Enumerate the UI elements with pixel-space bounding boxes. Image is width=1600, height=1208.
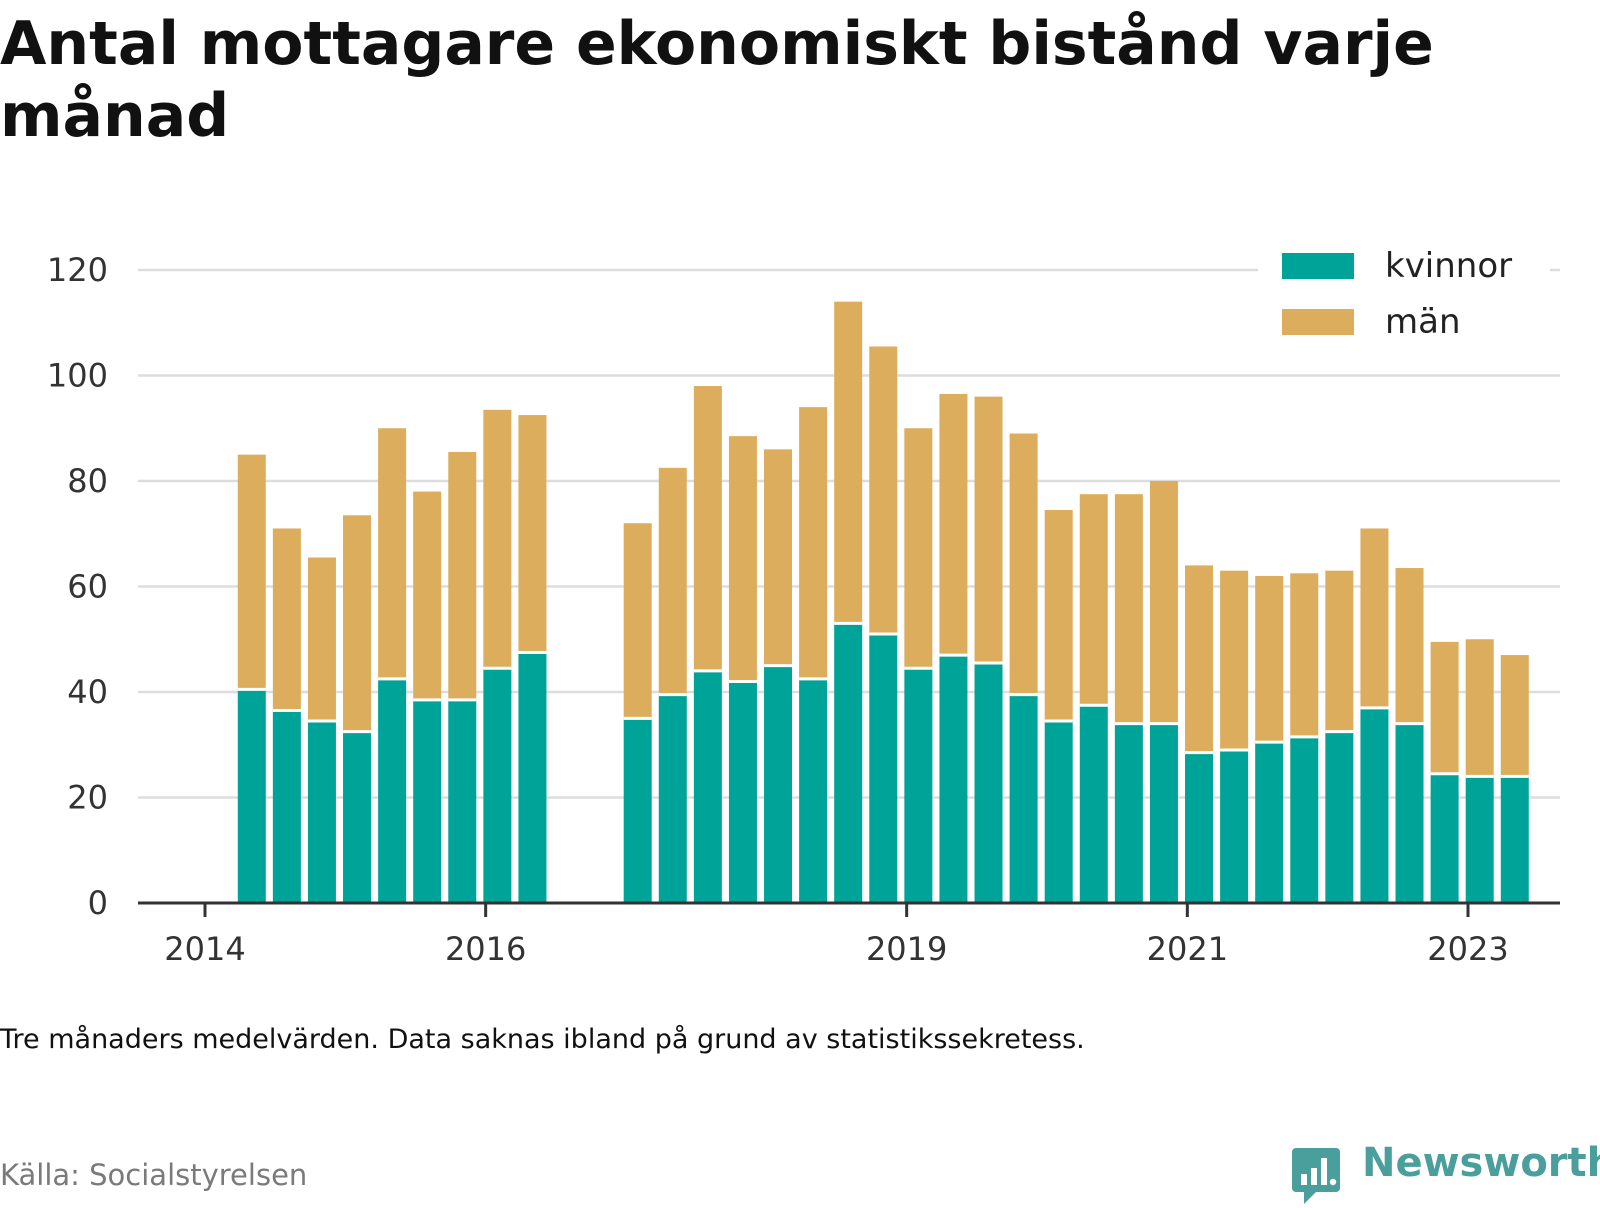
bar-man (1395, 568, 1424, 724)
axes: 0 20 40 60 80 100 120 2014 2016 2019 2021 2023 (47, 251, 1560, 968)
bar-kvinnor (483, 668, 512, 903)
bar-kvinnor (413, 699, 442, 903)
bars (237, 301, 1529, 903)
bar-man (939, 393, 968, 656)
bar-man (518, 415, 547, 653)
legend-swatch-man (1282, 309, 1354, 335)
bar-man (1360, 528, 1389, 708)
bar-man (448, 451, 477, 700)
bar-kvinnor (693, 670, 722, 903)
bar-man (1220, 570, 1249, 751)
bar-man (834, 301, 863, 624)
bar-man (1465, 639, 1494, 777)
bar-kvinnor (237, 689, 266, 903)
bar-kvinnor (1255, 742, 1284, 903)
y-tick-label: 100 (47, 357, 108, 395)
y-tick-label: 20 (67, 779, 108, 817)
bar-man (413, 491, 442, 700)
x-tick-label: 2016 (445, 930, 526, 968)
bar-man (343, 515, 372, 732)
bar-man (1079, 494, 1108, 706)
bar-man (1290, 573, 1319, 737)
bar-kvinnor (1465, 776, 1494, 903)
bar-man (378, 428, 407, 679)
bar-kvinnor (1079, 705, 1108, 903)
bar-kvinnor (518, 652, 547, 903)
bar-man (764, 449, 793, 666)
bar-kvinnor (1149, 723, 1178, 903)
x-tick-label: 2021 (1147, 930, 1228, 968)
bar-man (1255, 575, 1284, 743)
bar-kvinnor (904, 668, 933, 903)
bar-kvinnor (343, 731, 372, 903)
bar-kvinnor (1220, 750, 1249, 903)
bar-man (1149, 481, 1178, 724)
bar-man (904, 428, 933, 669)
legend-label-man: män (1385, 302, 1461, 342)
bar-man (1009, 433, 1038, 695)
bar-man (658, 467, 687, 695)
x-tick-label: 2019 (866, 930, 947, 968)
legend-swatch-kvinnor (1282, 253, 1354, 279)
y-tick-label: 40 (67, 673, 108, 711)
bar-man (1114, 494, 1143, 724)
source-credit: Källa: Socialstyrelsen (0, 1158, 308, 1192)
bar-kvinnor (974, 662, 1003, 903)
bar-kvinnor (1500, 776, 1529, 903)
y-tick-label: 0 (88, 884, 108, 922)
bar-man (869, 346, 898, 634)
bar-kvinnor (834, 623, 863, 903)
bar-kvinnor (1290, 736, 1319, 903)
chart-title: Antal mottagare ekonomiskt bistånd varje… (0, 9, 1434, 151)
bar-kvinnor (448, 699, 477, 903)
bar-kvinnor (1395, 723, 1424, 903)
legend-label-kvinnor: kvinnor (1385, 246, 1512, 286)
bar-kvinnor (1325, 731, 1354, 903)
bar-kvinnor (939, 655, 968, 903)
brand-name: Newsworthy (1362, 1140, 1600, 1186)
x-tick-label: 2023 (1427, 930, 1508, 968)
bar-man (237, 454, 266, 690)
bar-man (693, 386, 722, 671)
newsworthy-logo-icon (1292, 1148, 1340, 1204)
bar-man (483, 409, 512, 669)
x-tick-label: 2014 (164, 930, 245, 968)
bar-kvinnor (1114, 723, 1143, 903)
bar-man (799, 407, 828, 679)
bar-man (1044, 510, 1073, 722)
bar-kvinnor (658, 694, 687, 903)
bar-kvinnor (1044, 721, 1073, 903)
bar-man (272, 528, 301, 711)
bar-kvinnor (728, 681, 757, 903)
bar-kvinnor (764, 665, 793, 903)
bar-kvinnor (272, 710, 301, 903)
legend: kvinnor män (1258, 238, 1550, 362)
bar-kvinnor (378, 678, 407, 903)
bar-man (728, 436, 757, 682)
bar-kvinnor (623, 718, 652, 903)
bar-man (307, 557, 336, 722)
bar-man (1185, 565, 1214, 753)
y-tick-label: 80 (67, 462, 108, 500)
footnote: Tre månaders medelvärden. Data saknas ib… (0, 1024, 1085, 1055)
bar-man (1430, 641, 1459, 774)
brand-logo: Newsworthy (1290, 1140, 1600, 1204)
bar-man (974, 396, 1003, 663)
bar-man (623, 523, 652, 719)
bar-kvinnor (1430, 773, 1459, 903)
y-tick-label: 60 (67, 568, 108, 606)
y-tick-label: 120 (47, 251, 108, 289)
bar-man (1325, 570, 1354, 732)
bar-kvinnor (869, 633, 898, 903)
bar-kvinnor (307, 721, 336, 903)
bar-kvinnor (1360, 707, 1389, 903)
bar-kvinnor (799, 678, 828, 903)
bar-man (1500, 655, 1529, 777)
bar-kvinnor (1185, 752, 1214, 903)
bar-kvinnor (1009, 694, 1038, 903)
